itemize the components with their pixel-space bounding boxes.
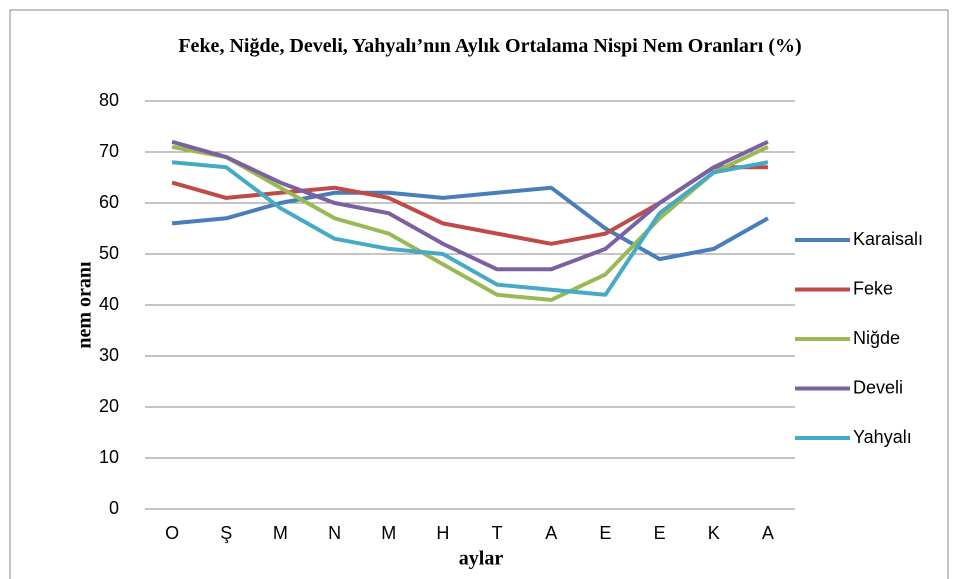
chart-border	[9, 9, 949, 579]
x-tick-label: Ş	[220, 523, 232, 543]
x-tick-label: N	[328, 523, 341, 543]
legend-label: Niğde	[853, 328, 900, 348]
y-tick-label: 80	[99, 90, 119, 110]
y-axis-label: nem oranı	[74, 261, 96, 349]
x-tick-label: A	[762, 523, 774, 543]
x-axis-label: aylar	[459, 548, 504, 570]
y-tick-label: 40	[99, 294, 119, 314]
legend-label: Feke	[853, 278, 893, 298]
x-tick-label: E	[599, 523, 611, 543]
y-tick-label: 30	[99, 345, 119, 365]
x-tick-label: M	[273, 523, 288, 543]
legend-label: Develi	[853, 377, 903, 397]
x-tick-label: A	[545, 523, 557, 543]
x-tick-label: H	[436, 523, 449, 543]
series-line	[171, 160, 769, 297]
x-tick-label: T	[492, 523, 503, 543]
series-line	[171, 139, 769, 272]
y-tick-label: 0	[109, 498, 119, 518]
y-tick-label: 10	[99, 447, 119, 467]
y-tick-label: 50	[99, 243, 119, 263]
chart-title: Feke, Niğde, Develi, Yahyalı’nın Aylık O…	[178, 35, 802, 57]
legend-label: Yahyalı	[853, 427, 912, 447]
series-line	[171, 144, 769, 302]
y-tick-label: 60	[99, 192, 119, 212]
x-tick-label: E	[654, 523, 666, 543]
y-tick-label: 20	[99, 396, 119, 416]
legend-label: Karaisalı	[853, 229, 923, 249]
y-tick-label: 70	[99, 141, 119, 161]
x-tick-label: M	[381, 523, 396, 543]
x-tick-label: K	[708, 523, 720, 543]
series-line	[171, 185, 769, 262]
x-tick-label: O	[165, 523, 179, 543]
